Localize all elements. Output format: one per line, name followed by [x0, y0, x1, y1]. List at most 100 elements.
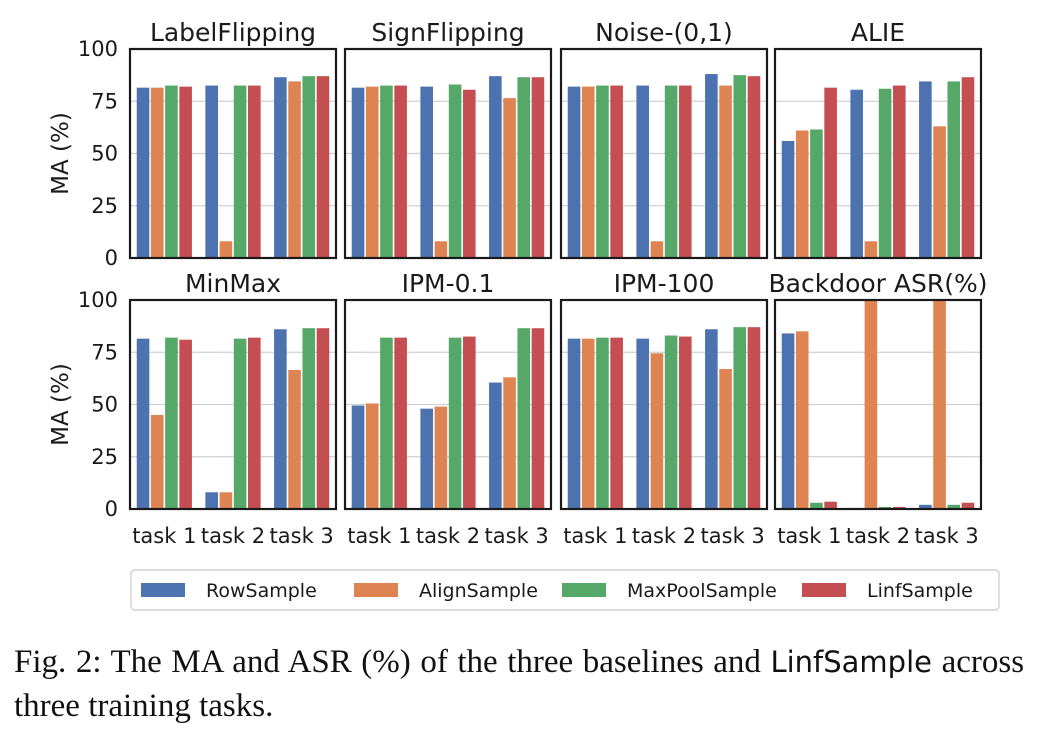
y-tick-label: 50 [91, 393, 118, 417]
x-tick-label: task 3 [915, 524, 979, 548]
bar-maxpoolsample-1 [810, 502, 823, 509]
bar-linfsample-1 [179, 339, 192, 509]
bar-rowsample-3 [274, 77, 287, 258]
bar-linfsample-2 [463, 89, 476, 258]
bar-alignsample-2 [650, 353, 664, 509]
bar-linfsample-2 [248, 337, 261, 509]
legend: RowSample AlignSample MaxPoolSample LinfSam… [130, 569, 1000, 611]
bar-alignsample-2 [434, 241, 448, 258]
legend-label-maxpoolsample: MaxPoolSample [627, 580, 777, 602]
bar-alignsample-1 [150, 87, 164, 258]
bar-rowsample-2 [636, 85, 649, 258]
bar-rowsample-3 [919, 504, 932, 509]
bar-maxpoolsample-2 [448, 337, 462, 509]
y-tick-label: 0 [105, 497, 118, 521]
bar-maxpoolsample-3 [947, 504, 961, 509]
bar-maxpoolsample-2 [233, 85, 247, 258]
bar-alignsample-2 [864, 300, 878, 509]
bar-alignsample-1 [581, 86, 595, 259]
bar-maxpoolsample-2 [664, 335, 678, 509]
bar-linfsample-1 [179, 86, 192, 259]
legend-swatch-maxpoolsample [562, 583, 606, 597]
caption-method: LinfSample [770, 645, 932, 679]
bar-alignsample-1 [365, 403, 379, 509]
legend-swatch-rowsample [141, 583, 185, 597]
subplot-5: MinMax 0 25 50 75 100 MA (%) task 1 task 2 task 3 [48, 269, 338, 548]
x-tick-label: task 1 [563, 524, 627, 548]
bar-rowsample-1 [781, 140, 795, 258]
chart-figure: LabelFlipping 0 25 50 75 100 MA (%) SignFlippin… [48, 18, 1000, 611]
bar-maxpoolsample-2 [878, 88, 892, 259]
bar-maxpoolsample-3 [302, 76, 316, 258]
subplot-title: SignFlipping [371, 18, 524, 47]
subplot-1: LabelFlipping 0 25 50 75 100 MA (%) [48, 18, 338, 270]
y-tick-label: 100 [78, 37, 118, 61]
subplot-frame [128, 47, 338, 260]
caption-suffix: across three training tasks. [14, 644, 1025, 724]
bar-rowsample-2 [420, 408, 433, 509]
bar-maxpoolsample-3 [517, 328, 531, 509]
bar-linfsample-3 [316, 328, 330, 509]
bar-linfsample-2 [248, 85, 261, 258]
bar-linfsample-1 [824, 87, 837, 258]
bar-linfsample-3 [531, 77, 545, 258]
x-tick-label: task 2 [416, 524, 480, 548]
legend-label-alignsample: AlignSample [419, 580, 538, 602]
bar-maxpoolsample-1 [596, 85, 609, 258]
bar-maxpoolsample-2 [233, 338, 247, 509]
bar-maxpoolsample-3 [947, 81, 961, 259]
bar-maxpoolsample-3 [517, 77, 531, 258]
bar-rowsample-1 [567, 86, 581, 259]
y-tick-label: 25 [91, 445, 118, 469]
subplot-frame [343, 47, 553, 260]
subplot-title: LabelFlipping [150, 18, 316, 47]
x-tick-label: task 1 [132, 524, 196, 548]
bar-rowsample-2 [850, 89, 863, 258]
bar-linfsample-3 [747, 327, 761, 509]
bar-maxpoolsample-1 [165, 337, 178, 509]
x-tick-label: task 3 [485, 524, 549, 548]
bar-rowsample-1 [351, 87, 365, 258]
bar-maxpoolsample-2 [448, 84, 462, 258]
bar-maxpoolsample-1 [380, 85, 393, 258]
subplot-2: SignFlipping [343, 18, 553, 260]
bar-alignsample-3 [933, 126, 946, 258]
bar-rowsample-3 [274, 329, 287, 509]
x-tick-label: task 1 [347, 524, 411, 548]
bar-rowsample-1 [136, 87, 150, 258]
bar-rowsample-2 [420, 86, 433, 259]
bar-linfsample-2 [893, 85, 906, 258]
bar-rowsample-3 [705, 329, 718, 509]
legend-label-linfsample: LinfSample [867, 580, 973, 602]
subplot-title: Noise-(0,1) [595, 18, 733, 47]
figure-caption: Fig. 2: The MA and ASR (%) of the three … [14, 640, 1024, 728]
bar-linfsample-3 [961, 77, 975, 258]
bar-maxpoolsample-3 [733, 75, 747, 258]
bar-alignsample-3 [288, 370, 301, 509]
bar-alignsample-3 [719, 85, 732, 258]
y-tick-label: 75 [91, 340, 118, 364]
bar-alignsample-3 [503, 377, 516, 509]
bar-alignsample-2 [219, 492, 233, 509]
bar-linfsample-3 [961, 502, 975, 509]
x-tick-label: task 3 [701, 524, 765, 548]
bar-rowsample-1 [781, 333, 795, 509]
y-tick-label: 0 [105, 246, 118, 270]
y-tick-label: 100 [78, 288, 118, 312]
bar-maxpoolsample-3 [733, 327, 747, 509]
bar-rowsample-3 [705, 74, 718, 258]
bar-maxpoolsample-2 [664, 85, 678, 258]
y-tick-label: 75 [91, 89, 118, 113]
bar-rowsample-2 [205, 85, 218, 258]
bar-maxpoolsample-1 [596, 337, 609, 509]
bar-linfsample-1 [610, 337, 623, 509]
bar-linfsample-1 [394, 337, 407, 509]
legend-label-rowsample: RowSample [206, 580, 317, 602]
legend-swatch-linfsample [802, 583, 846, 597]
bar-rowsample-3 [489, 382, 502, 509]
bar-alignsample-3 [503, 98, 516, 259]
bar-alignsample-2 [219, 241, 233, 258]
x-tick-label: task 3 [270, 524, 334, 548]
bar-alignsample-1 [150, 414, 164, 509]
bar-alignsample-1 [581, 338, 595, 509]
